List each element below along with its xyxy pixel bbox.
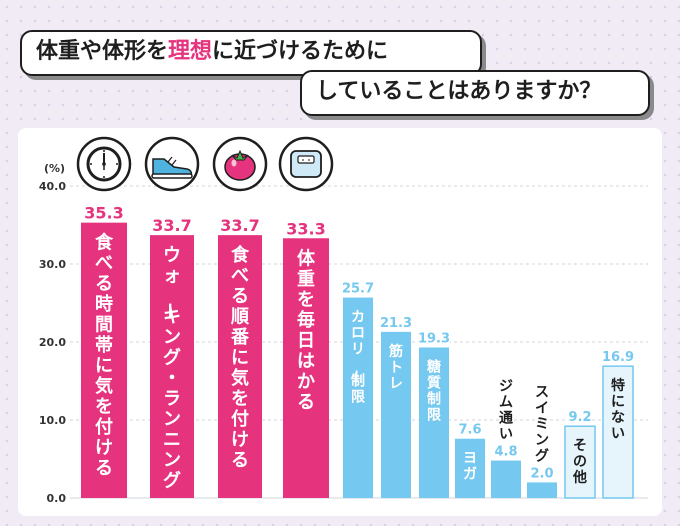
bar [564,425,596,499]
category-label: ヨガ [463,451,477,483]
bar-group: 9.2 その他 [564,409,596,499]
bar [81,222,127,498]
title-text-post: に近づけるために [212,39,389,64]
value-label: 25.7 [342,282,374,297]
title-text-line2: していることはありますか？ [316,79,602,104]
bar [343,297,373,498]
bar [455,438,485,498]
value-label: 35.3 [84,204,123,223]
scale-icon [278,136,334,192]
y-tick-label: 40.0 [39,180,66,193]
value-label: 4.8 [494,445,517,460]
bars: 35.3 食べる時間帯に気を付ける 33.7 ウォーキング・ランニング 33.7 食べる順… [81,202,635,499]
value-label: 33.3 [286,219,325,238]
y-tick-label: 30.0 [39,258,66,271]
category-label: カロリー制限 [347,310,365,406]
value-label: 33.7 [220,216,259,235]
category-label: 食べる順番に気を付ける [230,244,250,471]
bar-group: 33.3 体重を毎日はかる [283,218,329,498]
chart-title-line2: していることはありますか？ [300,70,650,116]
chart-title-line1: 体重や体形を理想に近づけるために [20,30,482,76]
tomato-icon [212,136,268,192]
value-label: 9.2 [568,410,591,425]
value-label: 16.9 [602,350,634,365]
bar-group: 25.7 カロリー制限 [341,280,375,498]
bar [218,235,262,498]
category-label: 糖質制限 [427,358,441,423]
value-label: 19.3 [418,331,450,346]
bar-group: 35.3 食べる時間帯に気を付ける [81,202,127,498]
category-label: 筋トレ [389,343,403,392]
value-label: 33.7 [152,216,191,235]
icons [76,136,334,192]
bar [419,347,449,498]
title-highlight: 理想 [168,39,213,64]
bar-group: 33.7 食べる順番に気を付ける [218,215,262,498]
category-label: その他 [572,438,587,486]
bar [527,482,557,498]
bar-group: 7.6 ヨガ [455,421,485,498]
category-label: ウォーキング・ランニング [158,245,181,492]
bar-group: 33.7 ウォーキング・ランニング [150,215,194,498]
title-text-pre: 体重や体形を [36,39,169,64]
category-label: 体重を毎日はかる [297,247,316,413]
bar-group: 19.3 糖質制限 [417,330,451,498]
value-label: 21.3 [380,316,412,331]
category-label: スイミング [535,384,549,464]
value-label: 2.0 [530,466,553,481]
y-tick-label: 0.0 [47,492,67,505]
y-axis-unit: (%) [44,162,65,175]
bar [283,238,329,498]
bar-group: 4.8 ジム通い [491,379,521,498]
bar-group: 16.9 特にない [601,349,635,499]
bar [150,235,194,498]
y-tick-label: 10.0 [39,414,66,427]
bar [602,365,634,499]
bar-group: 2.0 スイミング [527,384,557,498]
clock-icon [76,136,132,192]
y-axis-ticks: 40.0 30.0 20.0 10.0 0.0 [39,180,66,505]
category-label: ジム通い [499,379,513,443]
bar [381,331,411,498]
bar [491,460,521,498]
shoe-icon [144,136,200,192]
value-label: 7.6 [458,423,481,438]
bar-group: 21.3 筋トレ [379,315,413,498]
category-label: 食べる時間帯に気を付ける [94,232,114,480]
y-tick-label: 20.0 [39,336,66,349]
category-label: 特にない [611,377,625,442]
